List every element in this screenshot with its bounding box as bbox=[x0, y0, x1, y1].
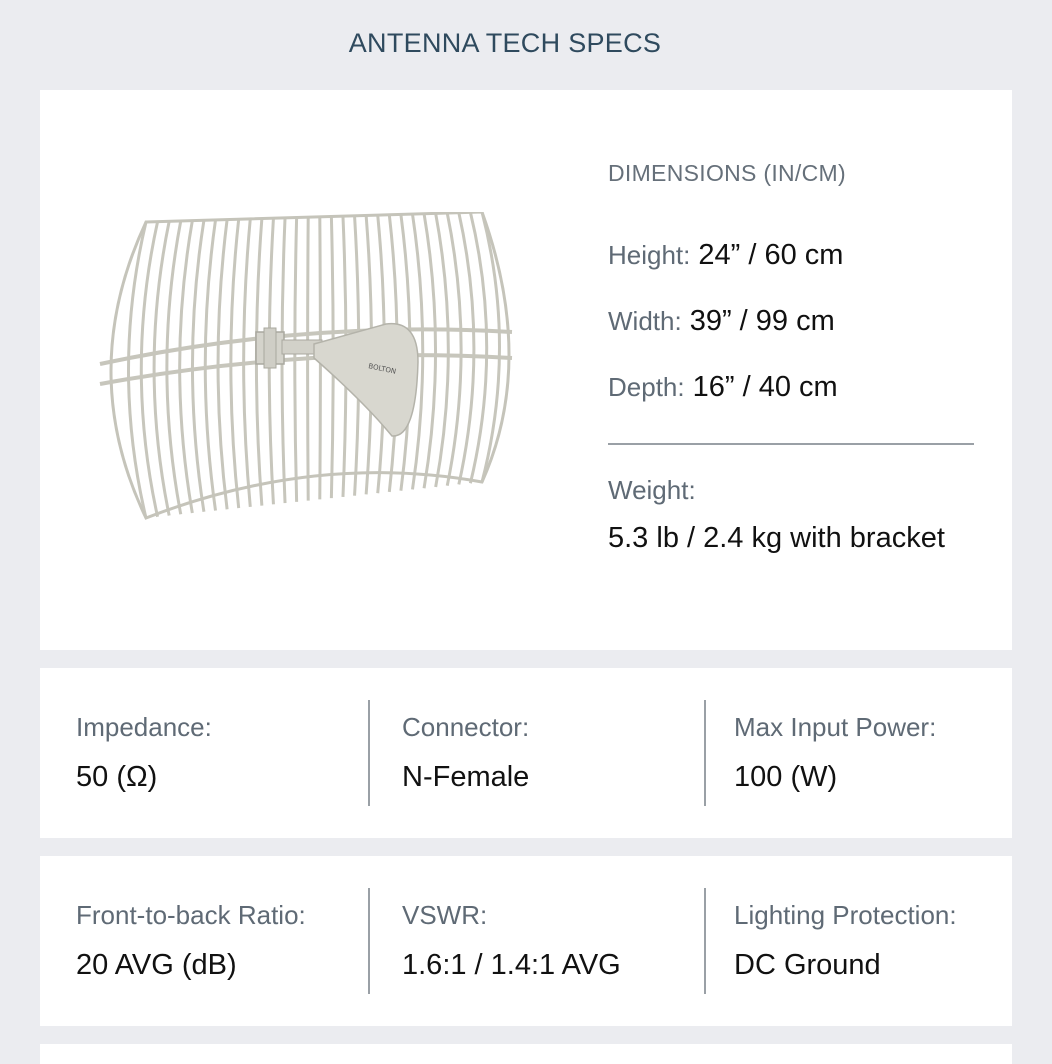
weight-value: 5.3 lb / 2.4 kg with bracket bbox=[608, 522, 945, 554]
spec-lighting-protection: Lighting Protection: DC Ground bbox=[704, 888, 1006, 994]
grid-rod bbox=[468, 212, 489, 484]
grid-rod bbox=[178, 220, 194, 514]
antenna-frame bbox=[109, 212, 511, 520]
spec-label: Impedance: bbox=[76, 712, 212, 742]
spec-impedance: Impedance: 50 (Ω) bbox=[76, 700, 366, 806]
grid-rod bbox=[422, 213, 437, 489]
specs-card-performance: Front-to-back Ratio: 20 AVG (dB) VSWR: 1… bbox=[40, 856, 1012, 1026]
dimension-label: Height: bbox=[608, 240, 691, 270]
spec-value: 100 (W) bbox=[734, 761, 838, 793]
grid-rod bbox=[457, 212, 476, 485]
spec-label: Max Input Power: bbox=[734, 712, 937, 742]
dimension-value: 39” / 99 cm bbox=[689, 305, 835, 337]
spec-value: 20 AVG (dB) bbox=[76, 949, 237, 981]
spec-label: VSWR: bbox=[402, 900, 488, 930]
spec-label: Connector: bbox=[402, 712, 530, 742]
spec-front-to-back-ratio: Front-to-back Ratio: 20 AVG (dB) bbox=[76, 888, 366, 994]
dimension-label: Depth: bbox=[608, 372, 685, 402]
dimensions-card: BOLTON DIMENSIONS (IN/CM) Height: 24” / 6… bbox=[40, 90, 1012, 650]
dimension-value: 24” / 60 cm bbox=[698, 239, 844, 271]
grid-rod bbox=[190, 220, 206, 513]
dimensions-panel: DIMENSIONS (IN/CM) Height: 24” / 60 cm Wi… bbox=[608, 160, 988, 555]
dimension-depth: Depth: 16” / 40 cm bbox=[608, 371, 988, 437]
specs-card-next bbox=[40, 1044, 1012, 1064]
page-title: ANTENNA TECH SPECS bbox=[348, 28, 662, 58]
dimension-label: Width: bbox=[608, 306, 682, 336]
grid-rod bbox=[410, 213, 425, 490]
dimensions-heading: DIMENSIONS (IN/CM) bbox=[608, 160, 846, 186]
dimension-width: Width: 39” / 99 cm bbox=[608, 305, 988, 371]
grid-rod bbox=[434, 213, 450, 488]
divider bbox=[608, 443, 974, 445]
spec-vswr: VSWR: 1.6:1 / 1.4:1 AVG bbox=[368, 888, 704, 994]
grid-rod bbox=[165, 220, 183, 515]
spec-value: 50 (Ω) bbox=[76, 761, 158, 793]
spec-label: Lighting Protection: bbox=[734, 900, 957, 930]
feed-horn bbox=[313, 322, 419, 437]
spec-value: DC Ground bbox=[734, 949, 881, 981]
grid-rod bbox=[445, 212, 463, 487]
dimension-height: Height: 24” / 60 cm bbox=[608, 239, 988, 305]
dimension-value: 16” / 40 cm bbox=[692, 371, 838, 403]
spec-max-input-power: Max Input Power: 100 (W) bbox=[704, 700, 1006, 806]
grid-rod bbox=[152, 221, 171, 516]
specs-card-electrical: Impedance: 50 (Ω) Connector: N-Female Ma… bbox=[40, 668, 1012, 838]
grid-rod bbox=[139, 221, 160, 518]
spec-label: Front-to-back Ratio: bbox=[76, 900, 306, 930]
grid-rod bbox=[127, 221, 148, 519]
weight-label: Weight: bbox=[608, 475, 696, 505]
spec-value: 1.6:1 / 1.4:1 AVG bbox=[402, 949, 621, 981]
spec-value: N-Female bbox=[402, 761, 530, 793]
grid-rod bbox=[480, 212, 501, 483]
grid-antenna-image: BOLTON bbox=[99, 212, 513, 520]
grid-rod bbox=[203, 219, 218, 511]
spec-connector: Connector: N-Female bbox=[368, 700, 704, 806]
